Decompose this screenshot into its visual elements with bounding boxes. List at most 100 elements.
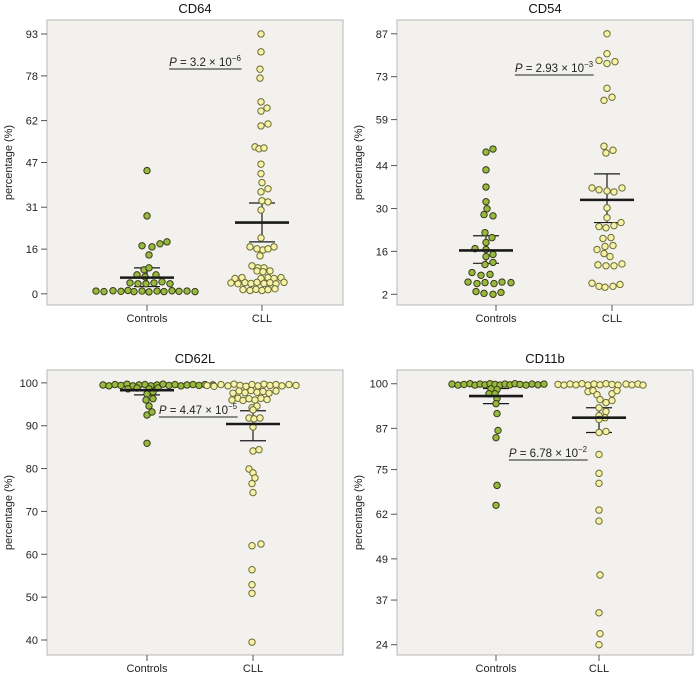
data-point (263, 104, 271, 112)
data-point (482, 166, 490, 174)
data-point (481, 228, 489, 237)
data-point (464, 278, 472, 286)
data-point (266, 267, 274, 275)
data-point (595, 222, 603, 231)
data-point (493, 409, 501, 418)
y-tick-label: 49 (376, 554, 388, 566)
p-value-label: P = 2.93 × 10−3 (515, 60, 594, 75)
data-point (150, 279, 158, 287)
data-point (472, 287, 480, 296)
data-point (498, 278, 506, 286)
data-point (486, 270, 494, 279)
data-point (278, 382, 286, 390)
data-point (481, 278, 489, 287)
x-category-label: CLL (252, 313, 272, 325)
data-point (489, 212, 497, 220)
data-point (257, 30, 265, 38)
data-point (256, 414, 264, 422)
data-point (602, 224, 610, 232)
y-tick-label: 93 (26, 29, 38, 41)
data-point (257, 394, 265, 402)
data-point (540, 380, 548, 388)
y-tick-label: 80 (26, 464, 38, 476)
data-point (534, 381, 542, 389)
x-category-label: Controls (476, 313, 517, 325)
x-category-label: Controls (127, 313, 168, 325)
data-point (145, 288, 153, 296)
data-point (595, 469, 603, 478)
data-point (163, 238, 171, 246)
data-point (191, 287, 199, 296)
data-point (593, 245, 601, 254)
x-category-label: Controls (476, 663, 517, 675)
data-point (249, 406, 257, 414)
data-point (230, 380, 238, 388)
chart-title: CD11b (525, 351, 565, 366)
data-point (235, 387, 243, 395)
y-tick-label: 2 (382, 289, 388, 301)
y-tick-label: 100 (370, 379, 388, 391)
data-point (255, 446, 263, 454)
data-point (134, 280, 142, 288)
x-category-label: Controls (127, 663, 168, 675)
data-point (480, 289, 488, 298)
data-point (603, 30, 611, 38)
data-point (490, 279, 498, 288)
data-point (138, 242, 146, 250)
data-point (248, 589, 256, 597)
data-point (606, 252, 614, 261)
data-point (257, 160, 265, 168)
data-point (189, 380, 197, 389)
data-point (611, 57, 619, 66)
data-point (248, 566, 256, 574)
data-point (142, 396, 150, 404)
plot-area (46, 19, 344, 306)
y-tick-label: 100 (20, 378, 38, 390)
panel-cd54: CD54 percentage (%) 2 16 30 44 59 73 87 Controls C… (350, 0, 700, 350)
data-point (248, 479, 256, 488)
data-point (607, 233, 615, 242)
data-point (522, 381, 530, 389)
data-point (594, 261, 602, 269)
data-point (257, 48, 265, 56)
data-point (145, 251, 153, 259)
data-point (602, 149, 610, 157)
data-point (460, 380, 468, 389)
data-point (265, 389, 273, 397)
chart-cd11b: CD11b percentage (%) 24 37 49 62 75 87 100 Contro… (353, 351, 694, 675)
data-point (253, 245, 261, 253)
data-point (600, 96, 608, 104)
data-point (610, 221, 618, 230)
y-tick-label: 50 (26, 592, 38, 604)
data-point (257, 188, 265, 196)
data-point (166, 280, 174, 288)
y-tick-label: 16 (26, 244, 38, 256)
chart-cd64: CD64 percentage (%) 0 16 31 47 62 78 93 Controls C… (3, 1, 344, 325)
data-point (595, 404, 603, 412)
data-point (264, 285, 272, 294)
y-tick-label: 44 (376, 161, 388, 173)
data-point (489, 258, 497, 267)
data-point (618, 184, 626, 192)
data-point (148, 243, 156, 251)
y-tick-label: 78 (26, 71, 38, 83)
data-point (595, 609, 603, 617)
x-category-label: CLL (602, 313, 622, 325)
data-point (610, 188, 618, 196)
y-tick-label: 24 (376, 640, 388, 652)
data-point (248, 380, 256, 389)
data-point (601, 283, 609, 291)
data-point (258, 197, 266, 205)
data-point (595, 640, 603, 649)
data-point (266, 381, 274, 390)
data-point (596, 630, 604, 638)
y-tick-label: 30 (376, 203, 388, 215)
y-tick-label: 75 (376, 465, 388, 477)
y-axis-label: percentage (%) (3, 125, 15, 200)
data-point (177, 382, 185, 390)
data-point (165, 381, 173, 390)
data-point (266, 278, 274, 287)
data-point (160, 287, 168, 296)
y-tick-label: 90 (26, 421, 38, 433)
